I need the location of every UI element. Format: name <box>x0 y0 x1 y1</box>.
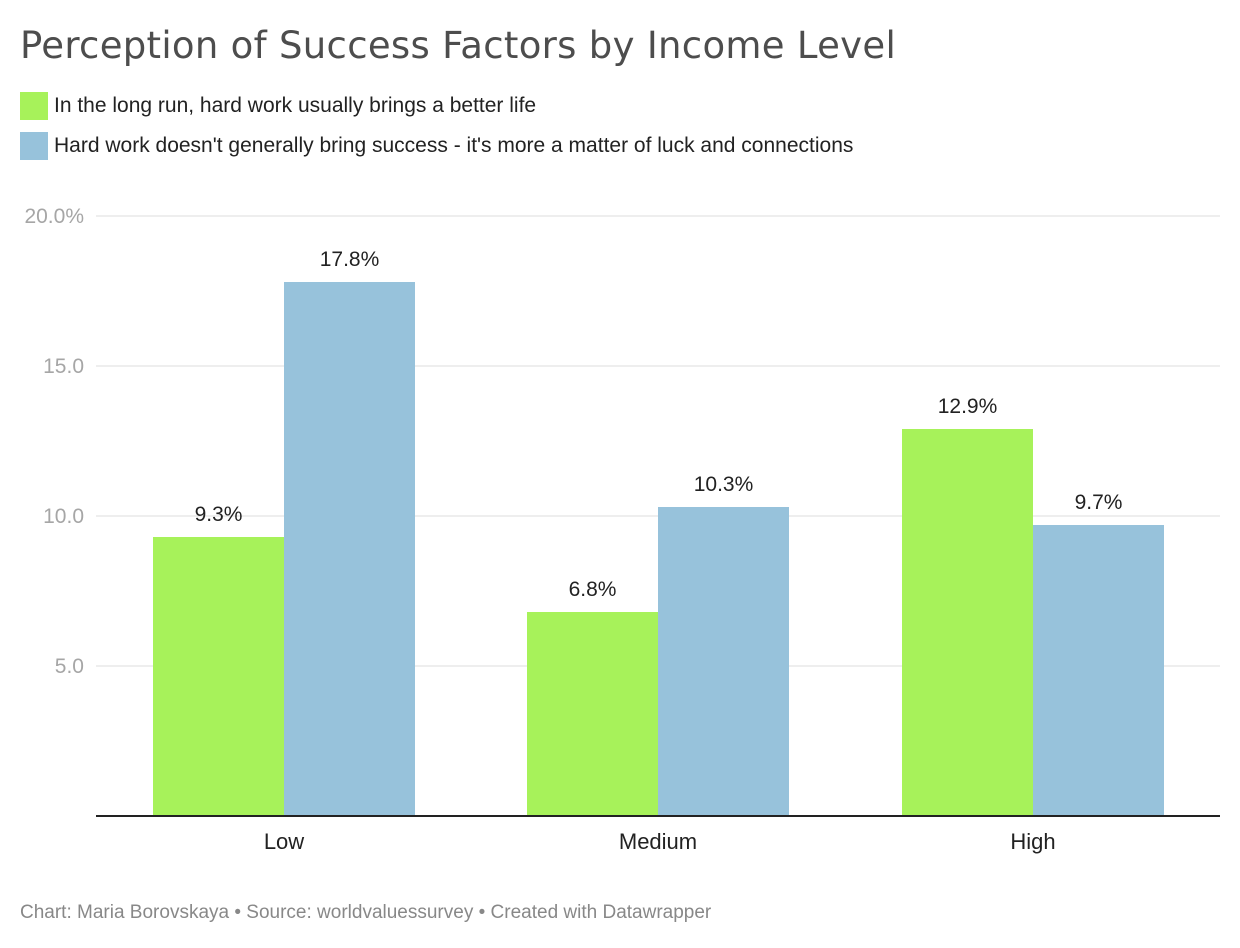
x-tick-label: High <box>1010 829 1055 854</box>
legend-item-luck: Hard work doesn't generally bring succes… <box>20 130 853 162</box>
data-label: 17.8% <box>320 248 380 271</box>
data-label: 9.7% <box>1075 491 1123 514</box>
bar <box>284 282 415 816</box>
bar <box>153 537 284 816</box>
y-tick-label: 10.0 <box>43 505 84 528</box>
legend-swatch-luck <box>20 132 48 160</box>
bar <box>1033 525 1164 816</box>
bar <box>658 507 789 816</box>
y-tick-label: 15.0 <box>43 355 84 378</box>
bar-chart: 5.0 10.0 15.0 20.0% 9.3% 17.8% Low 6.8% 10.3% Med… <box>24 205 1220 854</box>
y-tick-label: 5.0 <box>55 655 84 678</box>
legend-swatch-hard-work <box>20 92 48 120</box>
x-tick-label: Medium <box>619 829 697 854</box>
data-label: 10.3% <box>694 473 754 496</box>
bar <box>527 612 658 816</box>
chart-title: Perception of Success Factors by Income … <box>20 24 897 67</box>
legend-item-hard-work: In the long run, hard work usually bring… <box>20 90 853 122</box>
legend-label-hard-work: In the long run, hard work usually bring… <box>54 94 537 117</box>
data-label: 9.3% <box>195 503 243 526</box>
data-label: 12.9% <box>938 395 998 418</box>
legend-label-luck: Hard work doesn't generally bring succes… <box>54 134 854 157</box>
data-label: 6.8% <box>569 578 617 601</box>
y-tick-label: 20.0% <box>24 205 84 228</box>
x-tick-label: Low <box>264 829 304 854</box>
chart-footer: Chart: Maria Borovskaya • Source: worldv… <box>20 902 712 923</box>
chart-legend: In the long run, hard work usually bring… <box>20 90 853 170</box>
bar <box>902 429 1033 816</box>
